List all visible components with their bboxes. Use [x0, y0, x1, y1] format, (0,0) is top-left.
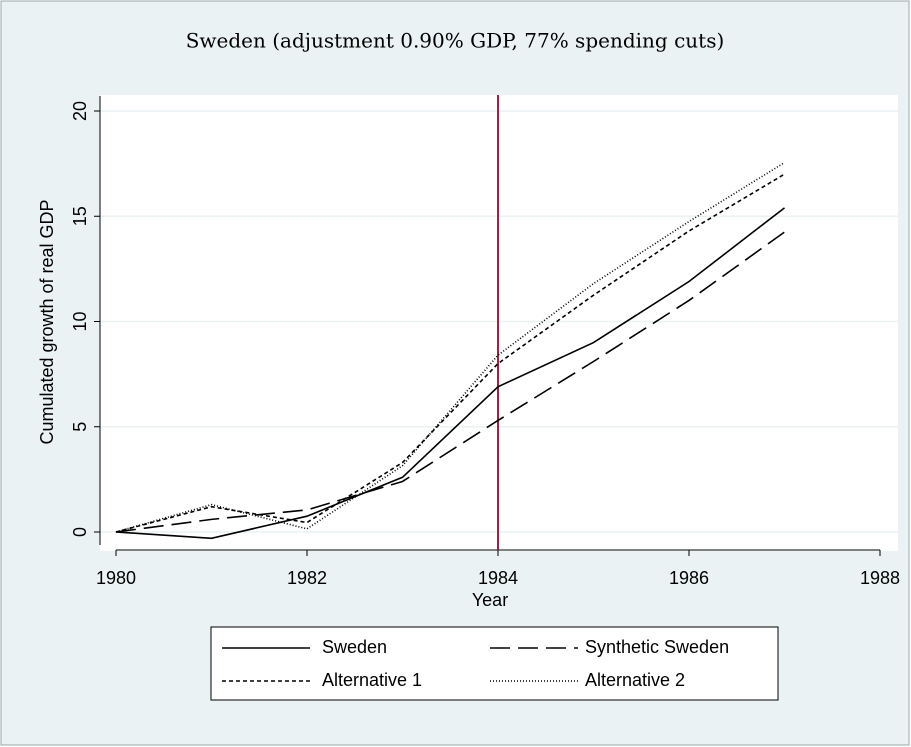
- x-tick-label: 1986: [669, 568, 709, 588]
- series-line: [115, 207, 785, 540]
- legend-label: Alternative 2: [585, 670, 685, 690]
- x-tick-label: 1980: [96, 568, 136, 588]
- legend-label: Synthetic Sweden: [585, 637, 729, 657]
- legend-label: Alternative 1: [322, 670, 422, 690]
- series-line: [115, 231, 785, 533]
- y-tick-label: 20: [70, 101, 90, 121]
- x-tick-label: 1984: [478, 568, 518, 588]
- y-tick-label: 5: [70, 422, 90, 432]
- y-tick-label: 10: [70, 311, 90, 331]
- x-tick-label: 1982: [287, 568, 327, 588]
- legend-label: Sweden: [322, 637, 387, 657]
- chart-title: Sweden (adjustment 0.90% GDP, 77% spendi…: [186, 29, 725, 53]
- y-tick-label: 15: [70, 206, 90, 226]
- series-line: [115, 173, 785, 533]
- x-tick-label: 1988: [860, 568, 900, 588]
- series-line: [115, 161, 785, 533]
- x-axis-label: Year: [472, 590, 508, 610]
- y-axis-label: Cumulated growth of real GDP: [37, 199, 57, 444]
- y-tick-label: 0: [70, 527, 90, 537]
- legend-box: [210, 626, 779, 701]
